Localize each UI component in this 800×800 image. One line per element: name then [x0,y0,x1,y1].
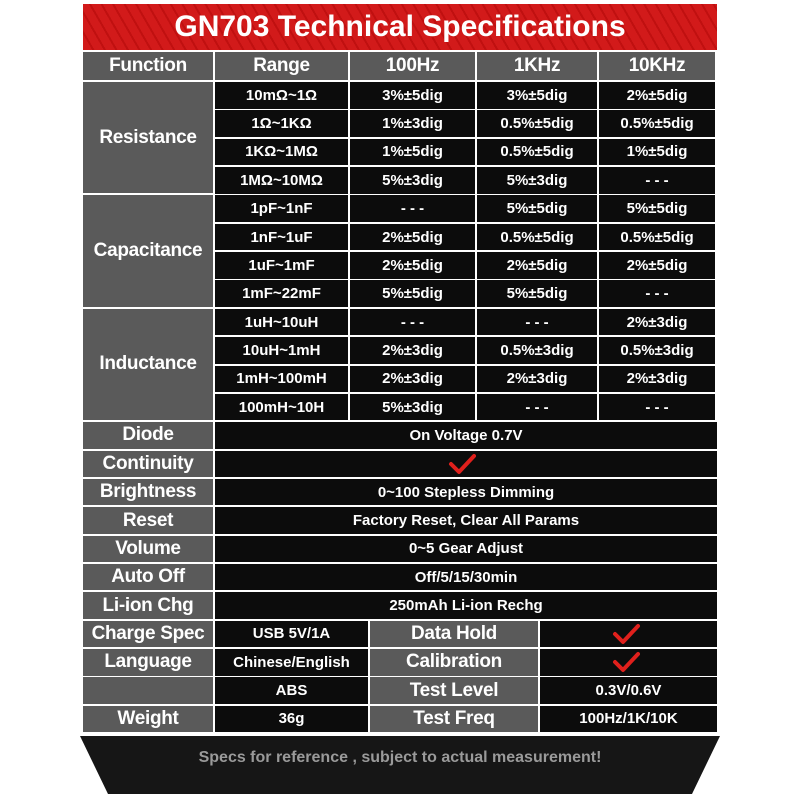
spec-cell: 2%±5dig [350,223,475,251]
column-header: Function [83,52,213,80]
spec-cell: - - - [599,393,715,421]
function-cell: Weight [83,705,213,733]
function-cell: Capacitance [83,195,213,307]
spec-cell: 100mH~10H [215,393,348,421]
value-cell: Chinese/English [215,649,368,676]
column-header: 100Hz [350,52,475,80]
spec-cell: 0.5%±5dig [599,110,715,137]
spec-cell: 5%±3dig [477,167,597,194]
spec-cell: 1pF~1nF [215,195,348,222]
spec-cell: - - - [599,167,715,194]
spec-cell: 2%±3dig [599,365,715,392]
spec-cell: - - - [477,393,597,421]
spec-cell: - - - [477,308,597,336]
spec-cell: 1%±5dig [350,138,475,166]
spec-cell: 1%±5dig [599,138,715,166]
label-cell: Test Level [370,677,538,704]
spec-cell: 0.5%±5dig [599,223,715,251]
footer-shape [80,736,720,794]
spec-cell: 0.5%±3dig [477,337,597,364]
spec-cell: 2%±5dig [477,252,597,279]
column-header: 10KHz [599,52,715,80]
footer-note: Specs for reference , subject to actual … [198,749,602,766]
spec-cell: 2%±3dig [350,365,475,392]
function-cell: Brightness [83,478,213,506]
spec-cell: 2%±5dig [599,82,715,109]
spec-cell: - - - [350,308,475,336]
check-icon [449,453,476,474]
value-cell: On Voltage 0.7V [215,422,717,449]
spec-cell: 1MΩ~10MΩ [215,167,348,194]
spec-cell: 1Ω~1KΩ [215,110,348,137]
spec-cell: 2%±5dig [350,252,475,279]
spec-cell: 3%±5dig [350,82,475,109]
column-header: 1KHz [477,52,597,80]
spec-cell: 5%±5dig [477,195,597,222]
value-cell: ABS [215,677,368,704]
value-cell: 250mAh Li-ion Rechg [215,592,717,619]
spec-cell: 5%±5dig [477,280,597,307]
column-header: Range [215,52,348,80]
label-cell: Calibration [370,649,538,676]
spec-cell: 0.5%±5dig [477,110,597,137]
label-cell: Data Hold [370,620,538,648]
spec-cell: 5%±5dig [350,280,475,307]
spec-cell: 2%±5dig [599,252,715,279]
function-cell: Reset [83,507,213,534]
value-cell: Off/5/15/30min [215,563,717,591]
spec-cell: 1mH~100mH [215,365,348,392]
spec-cell: - - - [599,280,715,307]
function-cell: Inductance [83,308,213,421]
function-cell: Li-ion Chg [83,592,213,619]
spec-cell: - - - [350,195,475,222]
spec-cell: 10mΩ~1Ω [215,82,348,109]
spec-cell: 2%±3dig [599,308,715,336]
value-cell: Factory Reset, Clear All Params [215,507,717,534]
function-cell: Charge Spec [83,620,213,648]
function-cell: Diode [83,422,213,449]
spec-cell: 2%±3dig [477,365,597,392]
spec-cell: 3%±5dig [477,82,597,109]
spec-cell: 1%±3dig [350,110,475,137]
spec-cell: 1KΩ~1MΩ [215,138,348,166]
function-cell: Continuity [83,450,213,478]
value-cell: 0~100 Stepless Dimming [215,478,717,506]
spec-cell: 5%±3dig [350,393,475,421]
spec-cell: 0.5%±3dig [599,337,715,364]
spec-cell: 5%±5dig [599,195,715,222]
function-cell [83,677,213,704]
spec-cell: 0.5%±5dig [477,223,597,251]
spec-cell: 1nF~1uF [215,223,348,251]
value-cell: 100Hz/1K/10K [540,705,717,733]
value-cell: 36g [215,705,368,733]
title-bar: GN703 Technical Specifications [83,4,717,50]
function-cell: Volume [83,535,213,563]
spec-cell: 10uH~1mH [215,337,348,364]
value-cell: 0~5 Gear Adjust [215,535,717,563]
check-icon [613,623,640,644]
spec-cell: 2%±3dig [350,337,475,364]
value-cell: 0.3V/0.6V [540,677,717,704]
function-cell: Language [83,649,213,676]
label-cell: Test Freq [370,705,538,733]
value-cell: USB 5V/1A [215,620,368,648]
check-icon [613,652,640,673]
spec-cell: 0.5%±5dig [477,138,597,166]
function-cell: Resistance [83,82,213,194]
spec-cell: 5%±3dig [350,167,475,194]
function-cell: Auto Off [83,563,213,591]
spec-cell: 1uH~10uH [215,308,348,336]
spec-cell: 1mF~22mF [215,280,348,307]
spec-cell: 1uF~1mF [215,252,348,279]
